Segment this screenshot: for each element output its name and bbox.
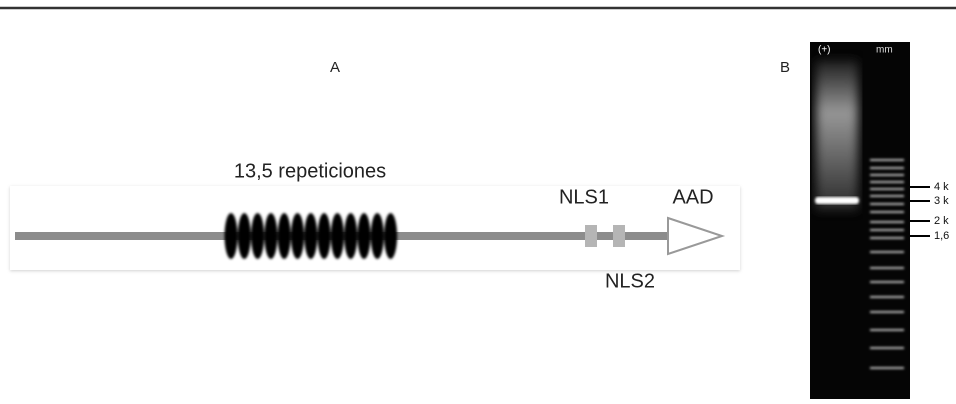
repeat [344, 213, 357, 259]
nls2-label: NLS2 [605, 270, 655, 292]
repeat [278, 213, 291, 259]
aad-label: AAD [672, 186, 713, 208]
repeat [304, 213, 317, 259]
repeat [291, 213, 304, 259]
lane-label: mm [876, 45, 893, 56]
repeat [358, 213, 371, 259]
marker-labels: 4 k 3 k 2 k 1,6 [910, 181, 949, 242]
gel-band [815, 197, 859, 204]
repeats-label: 13,5 repeticiones [234, 160, 386, 182]
panel-label: A [330, 59, 340, 76]
repeat [384, 213, 397, 259]
figure: A 13,5 repeticiones NLS1 NLS2 AAD B (+) … [0, 0, 956, 399]
nls-box [613, 225, 625, 247]
marker-label: 2 k [934, 215, 949, 227]
page: A 13,5 repeticiones NLS1 NLS2 AAD B (+) … [0, 0, 956, 399]
gel-smear [816, 60, 858, 210]
repeat [225, 213, 238, 259]
nls1-label: NLS1 [559, 186, 609, 208]
lane-label: (+) [818, 45, 831, 56]
nls-box [585, 225, 597, 247]
marker-label: 1,6 [934, 230, 949, 242]
repeat [238, 213, 251, 259]
repeat [331, 213, 344, 259]
marker-label: 4 k [934, 181, 949, 193]
repeat [264, 213, 277, 259]
marker-label: 3 k [934, 195, 949, 207]
repeat [251, 213, 264, 259]
repeat [318, 213, 331, 259]
repeat [371, 213, 384, 259]
panel-label: B [780, 59, 790, 76]
